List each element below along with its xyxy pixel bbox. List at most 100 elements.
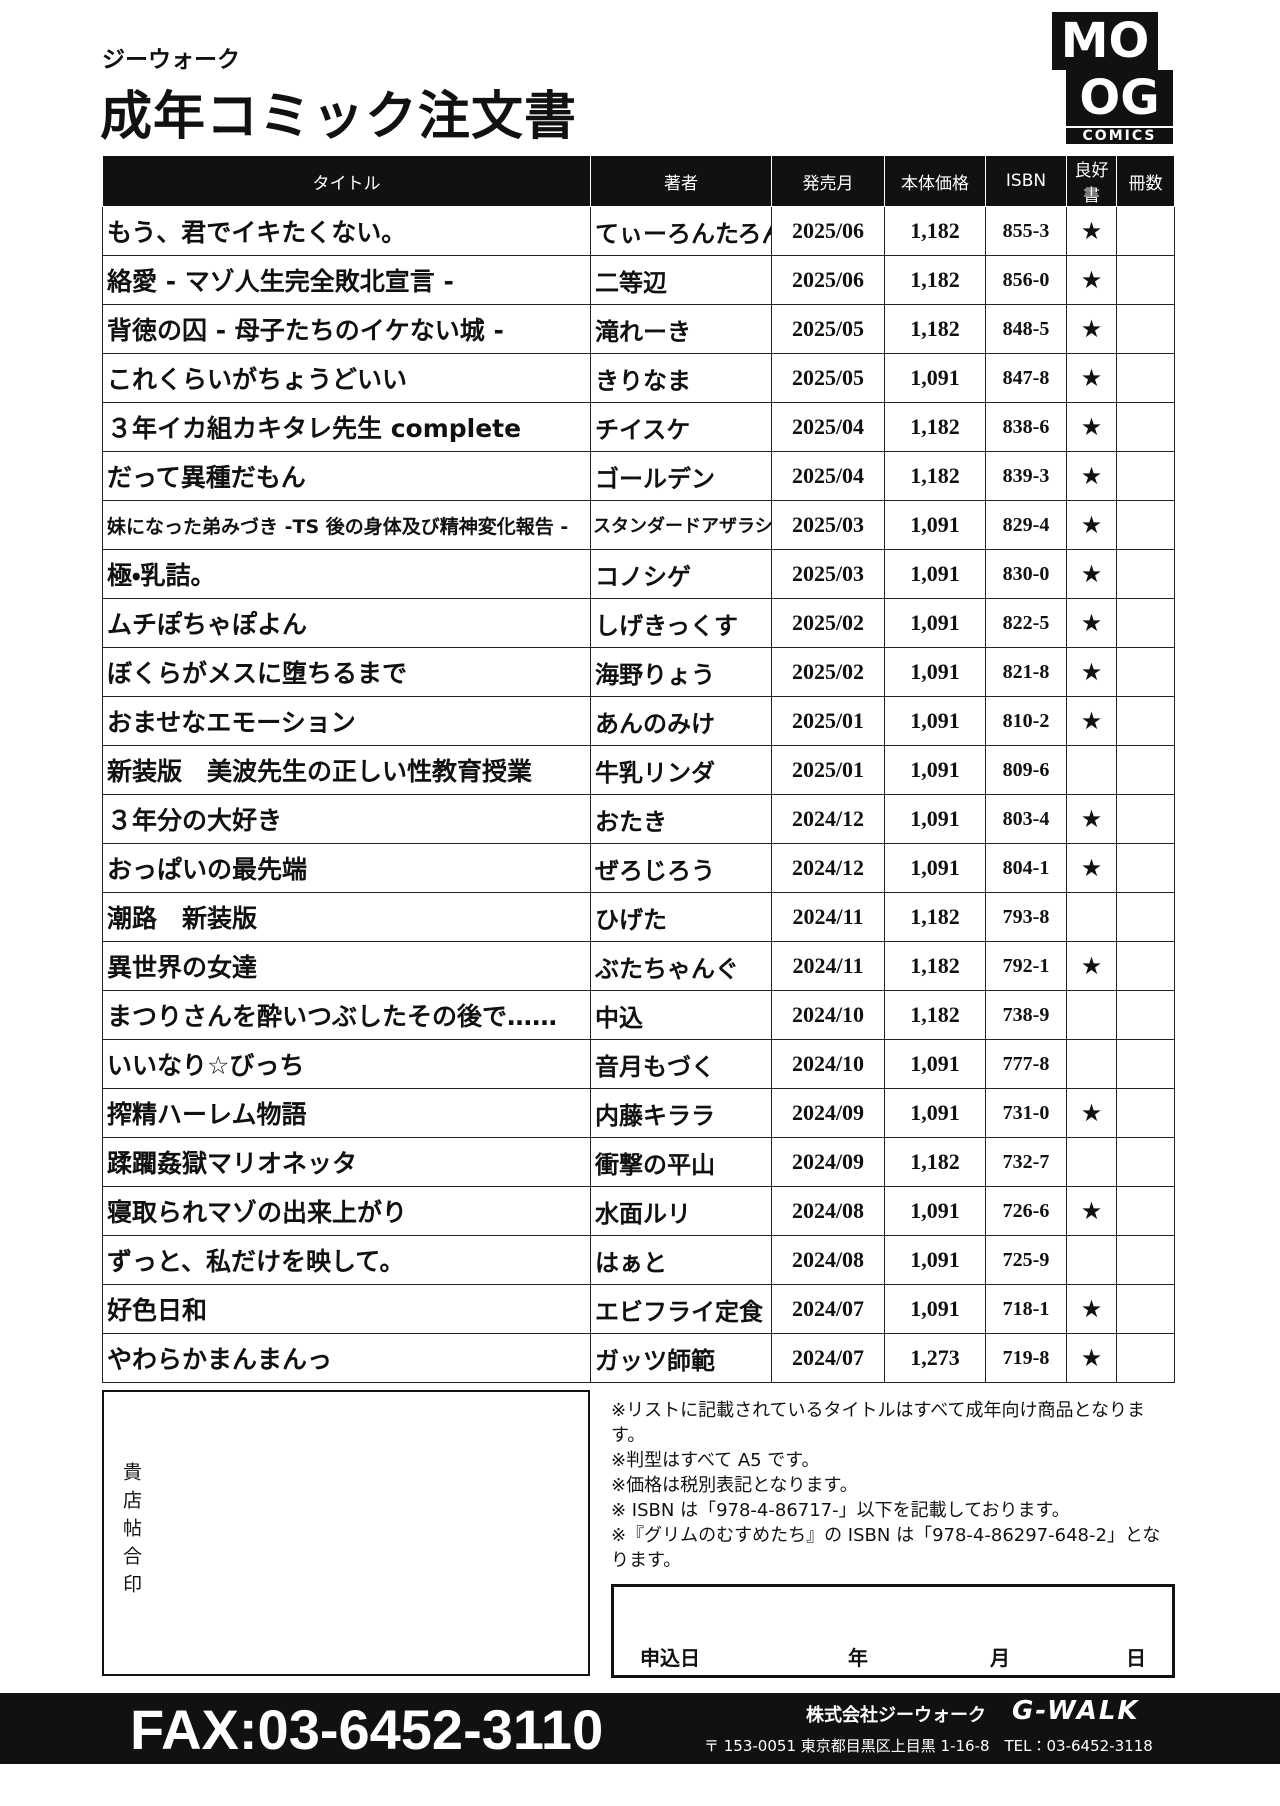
- cell-isbn: 829-4: [985, 500, 1067, 550]
- cell-price: 1,182: [884, 941, 986, 991]
- header-row: タイトル 著者 発売月 本体価格 ISBN 良好書 冊数: [102, 156, 1175, 207]
- cell-isbn: 809-6: [985, 745, 1067, 795]
- order-row: 妹になった弟みづき -TS 後の身体及び精神変化報告 - スタンダードアザラシ 20…: [102, 500, 1175, 550]
- cell-date: 2024/09: [771, 1137, 885, 1187]
- cell-date: 2025/06: [771, 255, 885, 305]
- cell-qty: [1116, 1137, 1175, 1187]
- cell-title: 蹂躙姦獄マリオネッタ: [102, 1137, 591, 1187]
- cell-qty: [1116, 843, 1175, 893]
- cell-isbn: 803-4: [985, 794, 1067, 844]
- cell-good: ★: [1066, 1088, 1117, 1138]
- cell-isbn: 848-5: [985, 304, 1067, 354]
- cell-good: ★: [1066, 451, 1117, 501]
- column-header: 本体価格: [884, 156, 986, 207]
- cell-qty: [1116, 598, 1175, 648]
- date-label: 申込日: [640, 1646, 700, 1670]
- order-row: 好色日和 エビフライ定食 2024/07 1,091 718-1 ★: [102, 1284, 1175, 1334]
- cell-title: だって異種だもん: [102, 451, 591, 501]
- logo: MO OG COMICS: [1052, 12, 1173, 144]
- cell-date: 2025/03: [771, 549, 885, 599]
- cell-title: 潮路 新装版: [102, 892, 591, 942]
- cell-date: 2024/11: [771, 892, 885, 942]
- cell-title: ムチぽちゃぽよん: [102, 598, 591, 648]
- cell-price: 1,091: [884, 1284, 986, 1334]
- cell-isbn: 731-0: [985, 1088, 1067, 1138]
- cell-isbn: 719-8: [985, 1333, 1067, 1383]
- cell-author: スタンダードアザラシ: [590, 500, 772, 550]
- order-row: ３年イカ組カキタレ先生 complete チイスケ 2025/04 1,182 838-…: [102, 402, 1175, 452]
- cell-author: ガッツ師範: [590, 1333, 772, 1383]
- cell-title: おっぱいの最先端: [102, 843, 591, 893]
- order-row: ずっと、私だけを映して。 はぁと 2024/08 1,091 725-9: [102, 1235, 1175, 1285]
- column-header: 良好書: [1066, 156, 1117, 207]
- order-row: これくらいがちょうどいい きりなま 2025/05 1,091 847-8 ★: [102, 353, 1175, 403]
- cell-isbn: 830-0: [985, 549, 1067, 599]
- cell-title: 好色日和: [102, 1284, 591, 1334]
- order-table: タイトル 著者 発売月 本体価格 ISBN 良好書 冊数 もう、君でイキたくない。 てぃーろん…: [102, 156, 1175, 1383]
- cell-author: エビフライ定食: [590, 1284, 772, 1334]
- note: ※リストに記載されているタイトルはすべて成年向け商品となります。: [611, 1400, 1146, 1446]
- column-header: 発売月: [771, 156, 885, 207]
- cell-price: 1,091: [884, 1088, 986, 1138]
- cell-isbn: 847-8: [985, 353, 1067, 403]
- logo-sub: COMICS: [1066, 128, 1173, 144]
- cell-author: ひげた: [590, 892, 772, 942]
- day-label: 日: [1126, 1646, 1146, 1670]
- note: ※『グリムのむすめたち』の ISBN は「978-4-86297-648-2」と…: [611, 1525, 1161, 1571]
- cell-date: 2025/02: [771, 598, 885, 648]
- cell-price: 1,182: [884, 304, 986, 354]
- cell-title: 寝取られマゾの出来上がり: [102, 1186, 591, 1236]
- cell-good: ★: [1066, 304, 1117, 354]
- cell-qty: [1116, 1284, 1175, 1334]
- cell-qty: [1116, 647, 1175, 697]
- cell-isbn: 792-1: [985, 941, 1067, 991]
- date-box: 申込日 年 月 日: [611, 1584, 1175, 1678]
- cell-qty: [1116, 892, 1175, 942]
- cell-price: 1,182: [884, 990, 986, 1040]
- order-row: もう、君でイキたくない。 てぃーろんたろん 2025/06 1,182 855-3 ★: [102, 206, 1175, 256]
- cell-price: 1,273: [884, 1333, 986, 1383]
- cell-qty: [1116, 794, 1175, 844]
- cell-good: ★: [1066, 696, 1117, 746]
- cell-qty: [1116, 990, 1175, 1040]
- logo-top: MO: [1052, 12, 1158, 70]
- cell-title: ずっと、私だけを映して。: [102, 1235, 591, 1285]
- cell-good: ★: [1066, 1284, 1117, 1334]
- cell-qty: [1116, 255, 1175, 305]
- cell-title: 極・乳詰。: [102, 549, 591, 599]
- cell-price: 1,182: [884, 206, 986, 256]
- cell-author: 滝れーき: [590, 304, 772, 354]
- cell-author: 衝撃の平山: [590, 1137, 772, 1187]
- column-header: 冊数: [1116, 156, 1175, 207]
- cell-price: 1,182: [884, 1137, 986, 1187]
- cell-qty: [1116, 402, 1175, 452]
- cell-price: 1,091: [884, 549, 986, 599]
- cell-author: コノシゲ: [590, 549, 772, 599]
- publisher: ジーウォーク: [102, 47, 240, 73]
- cell-date: 2025/01: [771, 745, 885, 795]
- column-header: ISBN: [985, 156, 1067, 207]
- cell-good: ★: [1066, 794, 1117, 844]
- year-label: 年: [848, 1646, 868, 1670]
- cell-isbn: 855-3: [985, 206, 1067, 256]
- cell-date: 2024/07: [771, 1333, 885, 1383]
- fax: FAX:03-6452-3110: [130, 1698, 604, 1761]
- cell-price: 1,091: [884, 794, 986, 844]
- order-row: やわらかまんまんっ ガッツ師範 2024/07 1,273 719-8 ★: [102, 1333, 1175, 1383]
- cell-title: これくらいがちょうどいい: [102, 353, 591, 403]
- cell-qty: [1116, 304, 1175, 354]
- cell-qty: [1116, 1039, 1175, 1089]
- address: 〒 153-0051 東京都目黒区上目黒 1-16-8 TEL：03-6452-…: [704, 1737, 1153, 1755]
- cell-price: 1,091: [884, 353, 986, 403]
- cell-price: 1,182: [884, 892, 986, 942]
- cell-good: [1066, 990, 1117, 1040]
- cell-author: おたき: [590, 794, 772, 844]
- order-row: ぼくらがメスに堕ちるまで 海野りょう 2025/02 1,091 821-8 ★: [102, 647, 1175, 697]
- cell-title: ３年イカ組カキタレ先生 complete: [102, 402, 591, 452]
- cell-date: 2025/04: [771, 451, 885, 501]
- cell-date: 2024/10: [771, 1039, 885, 1089]
- column-header: 著者: [590, 156, 772, 207]
- cell-qty: [1116, 745, 1175, 795]
- company: 株式会社ジーウォーク: [806, 1705, 986, 1726]
